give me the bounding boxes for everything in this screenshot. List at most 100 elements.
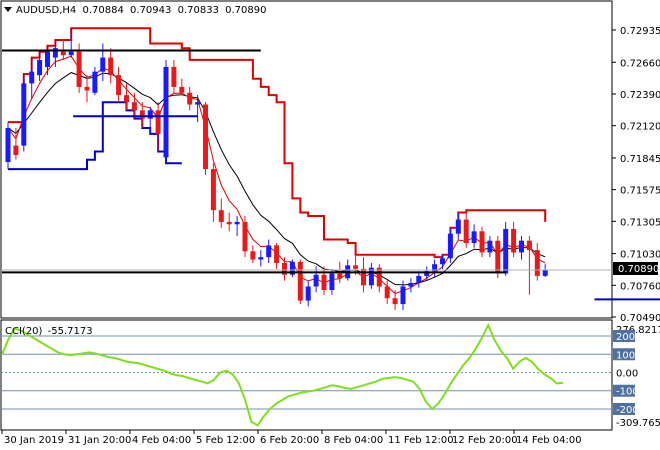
time-tick-label: 12 Feb 20:00 (452, 435, 518, 446)
candle-body (195, 102, 201, 105)
candle-body (179, 86, 185, 93)
candle-body (368, 267, 374, 286)
current-price-tag: 0.70890 (613, 262, 659, 275)
candles (5, 28, 548, 310)
price-tick-label: 0.71305 (620, 217, 660, 228)
candle-body (471, 231, 477, 244)
cci-header: CCI(20) -55.7173 (5, 326, 93, 337)
cci-axis: 200 100 0.00 -100 -200 (613, 330, 639, 416)
time-tick-label: 11 Feb 12:00 (388, 435, 454, 446)
candle-body (337, 273, 343, 279)
cci-level-label: 200 (616, 332, 635, 343)
candle-body (68, 51, 74, 56)
candle-body (226, 221, 232, 225)
candle-body (534, 250, 540, 276)
candle-body (400, 286, 406, 305)
cci-level-tag (613, 330, 635, 343)
candle-body (282, 263, 287, 275)
candle-body (52, 48, 58, 58)
candle-body (187, 92, 193, 105)
candle-body (305, 286, 311, 301)
candle-body (440, 258, 445, 265)
time-tick-label: 31 Jan 20:00 (68, 435, 131, 446)
cci-series-line (1, 322, 564, 427)
time-axis: 30 Jan 2019 31 Jan 20:00 4 Feb 04:00 5 Feb … (1, 430, 582, 446)
candle-body (124, 95, 129, 103)
cci-min-label: -309.7653 (616, 418, 660, 429)
time-tick-label: 14 Feb 04:00 (516, 435, 582, 446)
candle-body (297, 261, 303, 301)
candle-body (76, 51, 82, 87)
price-tick-label: 0.70490 (620, 313, 660, 324)
candle-body (218, 210, 224, 222)
time-tick-label: 4 Feb 04:00 (132, 435, 191, 446)
cci-level-label: 0.00 (616, 368, 638, 379)
candle-body (5, 128, 11, 163)
candle-body (392, 298, 398, 305)
time-tick-label: 30 Jan 2019 (4, 435, 64, 446)
candle-body (503, 228, 509, 274)
candle-body (147, 110, 153, 119)
cci-max-label: 276.8217 (616, 325, 660, 336)
candle-body (171, 66, 177, 87)
candle-body (384, 286, 390, 299)
price-tick-label: 0.72660 (620, 58, 660, 69)
candle-body (163, 66, 169, 158)
ema-black-line (7, 72, 546, 286)
cci-level-tag (613, 384, 635, 397)
price-tick-label: 0.72390 (620, 90, 660, 101)
candle-body (116, 75, 122, 96)
candle-body (479, 231, 485, 253)
candle-body (487, 240, 493, 253)
candle-body (424, 271, 430, 276)
chart-header: AUDUSD,H4 0.70884 0.70943 0.70833 0.7089… (16, 5, 266, 16)
cci-level-label: -200 (616, 405, 639, 416)
candle-body (361, 268, 366, 286)
candle-body (329, 273, 335, 290)
candle-body (250, 251, 256, 260)
candle-body (84, 86, 90, 91)
candle-body (131, 102, 137, 111)
candle-body (519, 240, 524, 253)
price-tick-label: 0.72120 (620, 122, 660, 133)
candle-body (100, 57, 106, 72)
channel-lower-blue-line (8, 101, 182, 171)
candle-body (139, 110, 145, 119)
candle-body (266, 245, 272, 258)
candle-body (210, 169, 216, 211)
time-tick-label: 5 Feb 12:00 (196, 435, 255, 446)
price-axis: 0.72935 0.72660 0.72390 0.72120 0.71845 0.715… (612, 26, 660, 324)
candle-body (274, 245, 280, 263)
horizontal-levels (1, 49, 660, 301)
cci-level-tag (613, 402, 635, 415)
candle-body (155, 110, 161, 134)
svg-text:0.70890: 0.70890 (618, 264, 659, 275)
candle-body (242, 221, 248, 252)
candle-body (495, 240, 501, 274)
cci-pane[interactable] (0, 319, 613, 431)
candle-body (376, 267, 382, 287)
candle-body (432, 264, 438, 272)
candle-body (21, 83, 27, 146)
candle-body (416, 275, 422, 283)
candle-body (511, 228, 517, 253)
candle-body (108, 57, 114, 76)
price-tick-label: 0.71030 (620, 250, 660, 261)
candle-body (60, 51, 66, 56)
candle-body (258, 257, 264, 260)
candle-body (203, 104, 208, 170)
candle-body (234, 221, 240, 225)
price-tick-label: 0.71845 (620, 154, 660, 165)
candle-body (92, 71, 98, 93)
cci-level-tag (613, 348, 635, 361)
time-tick-label: 8 Feb 04:00 (324, 435, 383, 446)
candle-body (37, 59, 43, 76)
candle-body (455, 219, 461, 234)
candle-body (447, 233, 453, 259)
candle-body (526, 240, 532, 251)
collapse-arrow-icon[interactable] (4, 7, 12, 12)
candle-body (408, 282, 414, 287)
candle-body (463, 219, 469, 244)
cci-line (1, 322, 564, 427)
